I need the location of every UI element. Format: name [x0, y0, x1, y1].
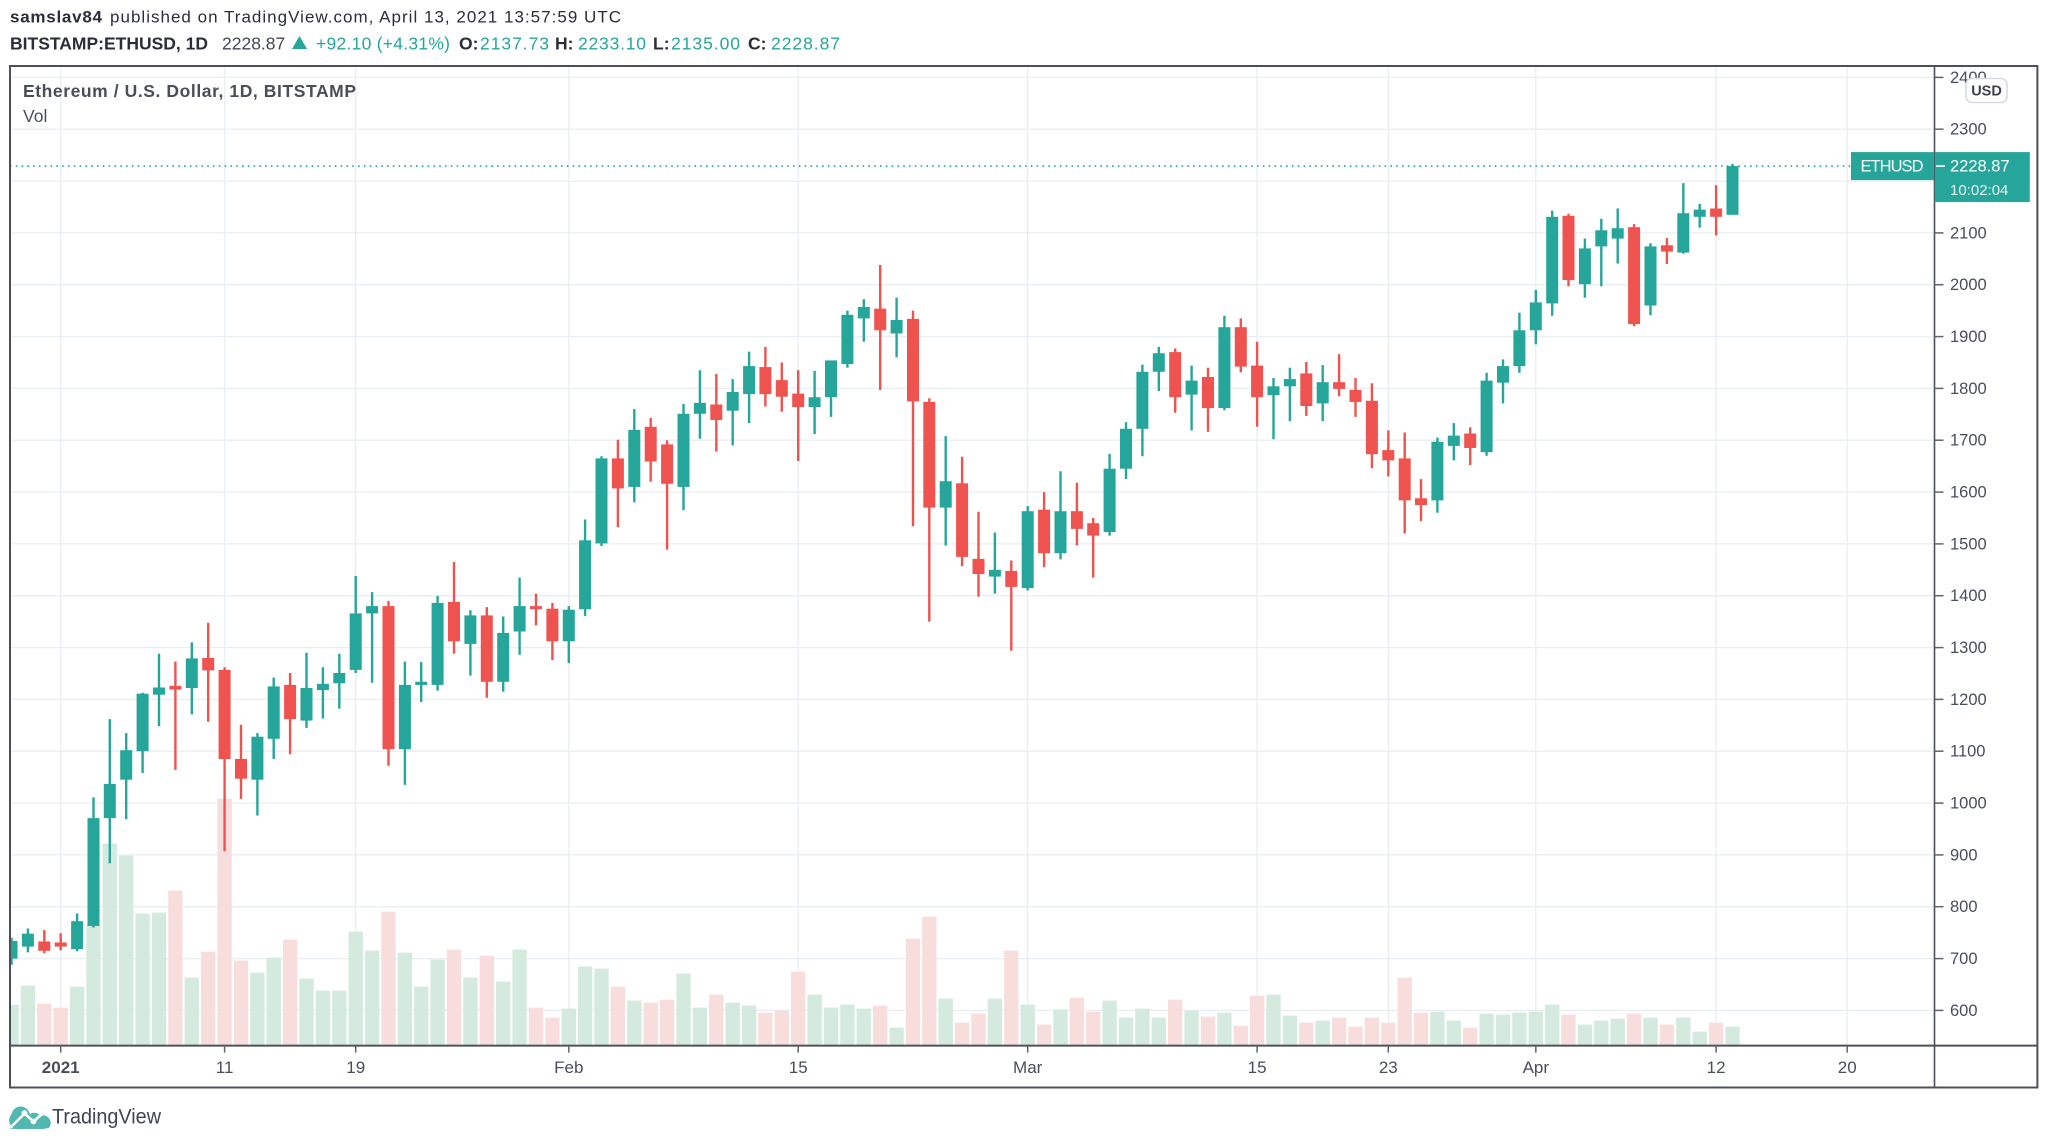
svg-text:2021: 2021 — [42, 1058, 80, 1077]
svg-text:2228.87: 2228.87 — [1950, 158, 2010, 176]
svg-text:15: 15 — [789, 1058, 808, 1077]
svg-text:2228.87: 2228.87 — [222, 34, 285, 54]
svg-text:1400: 1400 — [1950, 587, 1987, 605]
svg-text:H:: H: — [555, 34, 573, 54]
svg-text:10:02:04: 10:02:04 — [1950, 182, 2008, 199]
svg-text:1600: 1600 — [1950, 484, 1987, 502]
svg-text:Feb: Feb — [554, 1058, 583, 1077]
svg-text:+92.10 (+4.31%): +92.10 (+4.31%) — [316, 34, 450, 54]
svg-text:1200: 1200 — [1950, 691, 1987, 709]
svg-text:samslav84: samslav84 — [10, 8, 103, 27]
svg-text:1900: 1900 — [1950, 328, 1987, 346]
svg-text:L:: L: — [653, 34, 670, 54]
svg-text:1500: 1500 — [1950, 535, 1987, 553]
svg-text:TradingView: TradingView — [52, 1106, 162, 1129]
svg-text:O:: O: — [459, 34, 478, 54]
svg-text:BITSTAMP:ETHUSD, 1D: BITSTAMP:ETHUSD, 1D — [10, 34, 208, 54]
svg-text:2300: 2300 — [1950, 121, 1987, 139]
svg-text:1300: 1300 — [1950, 639, 1987, 657]
svg-text:2233.10: 2233.10 — [578, 34, 646, 54]
svg-text:12: 12 — [1707, 1058, 1726, 1077]
svg-text:20: 20 — [1838, 1058, 1857, 1077]
svg-text:19: 19 — [346, 1058, 365, 1077]
svg-text:1700: 1700 — [1950, 432, 1987, 450]
svg-text:700: 700 — [1950, 950, 1978, 968]
svg-text:2137.73: 2137.73 — [480, 34, 549, 54]
svg-text:11: 11 — [216, 1058, 234, 1077]
svg-text:Apr: Apr — [1523, 1058, 1550, 1077]
svg-text:1100: 1100 — [1950, 743, 1985, 761]
svg-text:600: 600 — [1950, 1002, 1978, 1020]
svg-text:Ethereum / U.S. Dollar, 1D, BI: Ethereum / U.S. Dollar, 1D, BITSTAMP — [23, 81, 356, 101]
svg-text:1000: 1000 — [1950, 795, 1987, 813]
svg-text:23: 23 — [1379, 1058, 1398, 1077]
svg-text:2228.87: 2228.87 — [771, 34, 840, 54]
svg-text:ETHUSD: ETHUSD — [1861, 158, 1924, 176]
svg-text:Mar: Mar — [1013, 1058, 1043, 1077]
svg-text:2100: 2100 — [1950, 224, 1987, 242]
svg-text:2135.00: 2135.00 — [671, 34, 740, 54]
svg-text:C:: C: — [748, 34, 766, 54]
svg-text:900: 900 — [1950, 846, 1978, 864]
svg-text:1800: 1800 — [1950, 380, 1987, 398]
svg-text:USD: USD — [1971, 84, 2002, 100]
svg-text:Vol: Vol — [23, 106, 47, 126]
svg-text:published on TradingView.com,: published on TradingView.com, April 13, … — [110, 8, 621, 27]
svg-text:2000: 2000 — [1950, 276, 1987, 294]
svg-text:15: 15 — [1248, 1058, 1267, 1077]
svg-text:800: 800 — [1950, 898, 1978, 916]
